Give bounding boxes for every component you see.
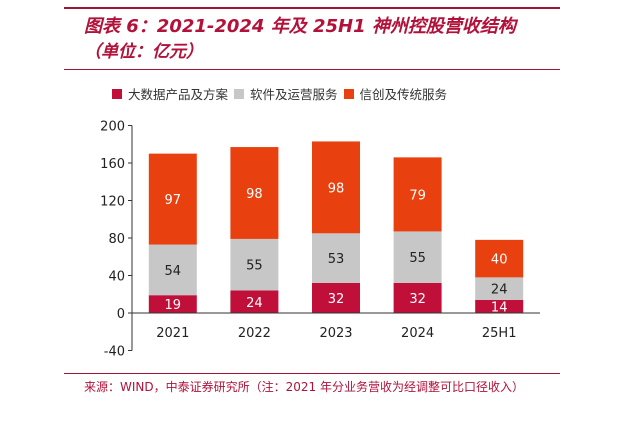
x-tick-label: 2022: [238, 326, 271, 341]
x-tick-label: 2024: [401, 326, 434, 341]
bar-segment: [148, 244, 197, 296]
y-tick-label: 80: [108, 232, 125, 247]
bar-segment: [148, 153, 197, 245]
data-label: 24: [246, 296, 263, 311]
legend-label: 大数据产品及方案: [128, 87, 229, 102]
data-label: 24: [491, 283, 508, 298]
data-label: 40: [491, 253, 508, 268]
legend-swatch: [112, 88, 122, 99]
legend-item-big-data: 大数据产品及方案: [112, 84, 228, 103]
legend-item-software: 软件及运营服务: [234, 84, 338, 103]
data-label: 19: [165, 298, 182, 313]
data-label: 54: [165, 264, 182, 279]
bar-segment: [393, 283, 442, 313]
legend-label: 信创及传统服务: [359, 87, 448, 102]
legend-swatch: [234, 88, 245, 99]
data-label: 98: [328, 181, 345, 196]
data-label: 97: [165, 193, 182, 208]
source-note: 来源：WIND，中泰证券研究所（注：2021 年分业务营收为经调整可比口径收入）: [84, 380, 524, 394]
bar-segment: [312, 283, 360, 313]
x-tick-label: 2023: [319, 326, 352, 341]
data-label: 55: [246, 259, 263, 274]
bar-segment: [312, 233, 360, 283]
data-label: 53: [328, 252, 345, 267]
footer-rule: [64, 373, 560, 374]
bar-segment: [393, 231, 442, 283]
chart-subtitle: （单位：亿元）: [84, 42, 203, 62]
bar-segment: [230, 290, 279, 313]
legend-swatch: [343, 88, 354, 99]
y-tick-label: 120: [100, 195, 125, 210]
bar-segment: [475, 299, 524, 313]
bar-segment: [230, 147, 279, 239]
legend-item-xinchuang: 信创及传统服务: [343, 84, 448, 103]
y-tick-label: 200: [100, 120, 125, 135]
data-label: 98: [246, 187, 263, 202]
data-label: 55: [409, 251, 426, 266]
x-tick-label: 2021: [156, 326, 189, 341]
x-tick-label: 25H1: [482, 326, 517, 341]
chart-title: 图表 6：2021-2024 年及 25H1 神州控股营收结构: [84, 16, 516, 37]
data-label: 79: [409, 188, 426, 203]
chart-legend: 大数据产品及方案 软件及运营服务 信创及传统服务: [112, 84, 453, 103]
y-tick-label: 160: [100, 157, 125, 172]
bar-segment: [148, 295, 197, 313]
y-tick-label: 0: [117, 307, 125, 322]
header-bottom-rule: [64, 69, 560, 70]
y-tick-label: -40: [104, 345, 125, 360]
data-label: 32: [409, 292, 426, 307]
y-tick-label: 40: [108, 270, 125, 285]
bar-segment: [475, 239, 524, 278]
bar-segment: [393, 157, 442, 232]
bar-segment: [230, 238, 279, 291]
legend-label: 软件及运营服务: [250, 87, 338, 102]
bar-segment: [312, 141, 360, 234]
bar-segment: [475, 277, 524, 300]
data-label: 32: [328, 292, 345, 307]
data-label: 14: [491, 300, 508, 315]
header-top-rule: [64, 7, 560, 9]
